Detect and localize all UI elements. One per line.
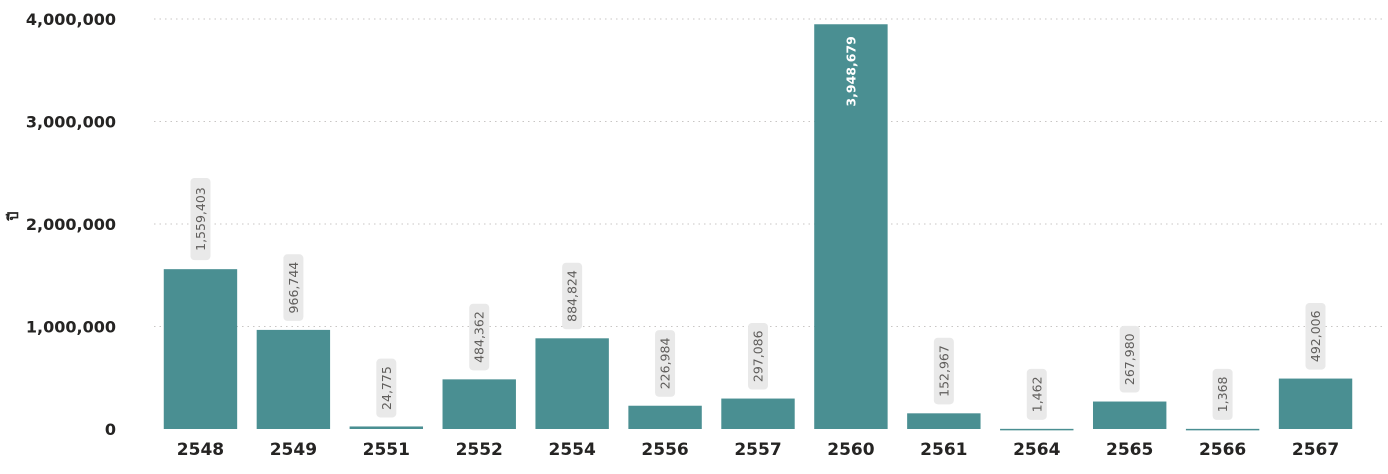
x-tick-label: 2548 xyxy=(177,440,224,460)
data-label: 297,086 xyxy=(751,330,766,382)
y-tick-label: 4,000,000 xyxy=(26,10,116,29)
y-tick-label: 2,000,000 xyxy=(26,215,116,234)
data-label: 966,744 xyxy=(286,262,301,314)
data-label: 492,006 xyxy=(1308,310,1323,362)
data-label-background xyxy=(748,322,768,390)
x-tick-label: 2566 xyxy=(1199,440,1246,460)
data-label-background xyxy=(376,358,397,418)
x-tick-label: 2549 xyxy=(270,440,317,460)
y-axis: 0 1,000,000 2,000,000 3,000,000 4,000,000 xyxy=(26,10,116,439)
bar xyxy=(163,269,238,429)
x-tick-label: 2567 xyxy=(1292,440,1339,460)
data-label-background xyxy=(933,337,954,405)
data-label: 1,462 xyxy=(1029,376,1044,412)
y-tick-label: 1,000,000 xyxy=(26,318,116,337)
y-axis-title: ปี xyxy=(6,211,22,221)
x-tick-label: 2554 xyxy=(548,440,595,460)
data-label-background xyxy=(190,177,211,261)
bar xyxy=(721,398,795,429)
bar xyxy=(256,329,331,429)
x-tick-label: 2556 xyxy=(641,440,688,460)
data-label: 226,984 xyxy=(658,338,673,390)
data-label: 1,368 xyxy=(1215,376,1230,412)
y-tick-label: 0 xyxy=(105,420,116,439)
data-labels: 1,559,403 966,744 24,775 484,362 884,824 226,… xyxy=(190,36,1326,420)
data-label: 267,980 xyxy=(1122,333,1137,385)
data-label-background xyxy=(1212,368,1233,420)
bar xyxy=(814,24,888,429)
bar xyxy=(349,426,424,429)
x-tick-label: 2551 xyxy=(363,440,410,460)
bar xyxy=(535,338,609,429)
bars xyxy=(163,24,1353,431)
data-label-background xyxy=(1119,325,1140,393)
data-label: 152,967 xyxy=(936,345,951,397)
y-tick-label: 3,000,000 xyxy=(26,113,116,132)
bar xyxy=(442,379,516,429)
data-label: 1,559,403 xyxy=(193,187,208,251)
data-label-background xyxy=(283,254,304,321)
x-tick-label: 2565 xyxy=(1106,440,1153,460)
x-axis: 2548 2549 2551 2552 2554 2556 2557 2560 2561 2564… xyxy=(177,440,1339,460)
x-tick-label: 2564 xyxy=(1013,440,1060,460)
data-label-background xyxy=(655,330,676,397)
bar xyxy=(1278,378,1353,429)
bar xyxy=(1185,428,1260,431)
data-label: 484,362 xyxy=(472,311,487,363)
data-label: 884,824 xyxy=(565,270,580,322)
gridlines xyxy=(154,18,1385,327)
x-tick-label: 2557 xyxy=(734,440,781,460)
x-tick-label: 2561 xyxy=(920,440,967,460)
data-label: 3,948,679 xyxy=(843,36,858,106)
bar xyxy=(628,405,702,429)
bar xyxy=(907,413,981,429)
data-label: 24,775 xyxy=(379,366,394,410)
data-label-background xyxy=(1026,368,1047,420)
bar xyxy=(1092,401,1167,429)
bar xyxy=(1000,428,1074,431)
data-label-background xyxy=(469,303,490,371)
data-label-background xyxy=(1305,302,1326,370)
data-label-background xyxy=(562,262,583,330)
x-tick-label: 2552 xyxy=(456,440,503,460)
x-tick-label: 2560 xyxy=(827,440,874,460)
